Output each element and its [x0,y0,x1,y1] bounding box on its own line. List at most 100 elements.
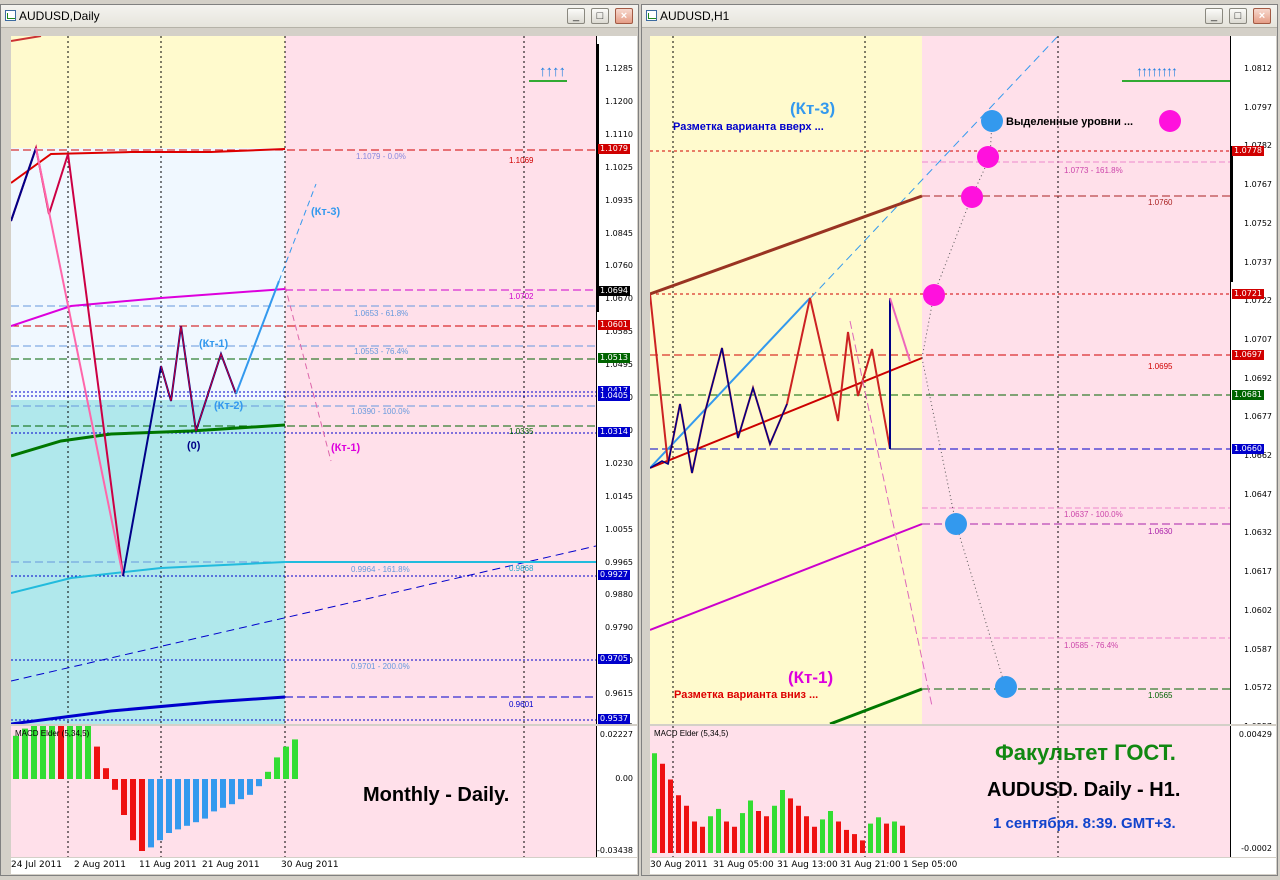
price-axis-label: 1.0692 [1244,373,1272,383]
macd-bar [788,798,793,853]
minimize-button[interactable]: _ [567,8,585,24]
level-label: 1.0630 [1148,527,1173,536]
price-axis-label: 0.9965 [605,557,633,567]
close-button[interactable]: × [1253,8,1271,24]
price-box: 0.9927 [598,570,630,580]
price-axis-label: 1.0662 [1244,451,1272,461]
macd-title: MACD Elder (5,34,5) [15,729,90,738]
price-axis-label: 1.0632 [1244,528,1272,538]
h1-price-plot[interactable]: (Кт-3) Разметка варианта вверх ... Выдел… [650,36,1230,724]
fib-label: 0.9964 - 161.8% [351,565,410,574]
price-box: 0.9705 [598,654,630,664]
macd-bar [274,757,280,779]
macd-bar [121,779,127,815]
chart-window-icon [5,10,16,21]
macd-bar [58,726,64,779]
price-axis-label: 1.0752 [1244,218,1272,228]
minimize-button[interactable]: _ [1205,8,1223,24]
maximize-button[interactable]: □ [591,8,609,24]
down-variant-text: Разметка варианта вниз ... [674,689,819,701]
h1-price-svg [650,36,1230,724]
macd-axis-label: -0.0002 [1241,844,1272,853]
axis-line [596,36,597,724]
macd-bar [157,779,163,841]
level-label: 0.9601 [509,700,534,709]
daily-price-plot[interactable]: (Кт-3) (Кт-1) (Кт-2) (0) (Кт-1) 1.1079 -… [11,36,596,724]
macd-bar [13,735,19,779]
zero-label: (0) [187,440,201,452]
macd-bar [852,834,857,853]
macd-bar [844,829,849,853]
price-axis-label: 1.1200 [605,96,633,106]
price-axis-label: 1.0557 [1244,722,1272,724]
price-axis-label: 1.0670 [605,294,633,304]
fib-label: 1.0390 - 100.0% [351,407,410,416]
price-box: 1.0681 [1232,390,1264,400]
maximize-button[interactable]: □ [1229,8,1247,24]
fib-label: 1.0553 - 76.4% [354,347,409,356]
level-label: 1.0760 [1148,198,1173,207]
arrows-underline [529,80,567,82]
time-axis-label: 2 Aug 2011 [74,860,126,870]
macd-bar [796,805,801,853]
price-axis-label: 1.0782 [1244,141,1272,150]
up-arrows-icon: ↑↑↑↑↑↑↑↑ [1136,63,1178,79]
price-axis-label: 1.1110 [605,129,633,139]
macd-bar [868,823,873,853]
macd-bar [828,811,833,853]
price-box: 1.0601 [598,320,630,330]
h1-price-axis[interactable]: 1.0812 1.0797 1.0782 1.0767 1.0752 1.0737 1.07… [1230,36,1276,724]
macd-bar [76,726,82,779]
macd-bar [812,826,817,853]
price-axis-label: 1.0935 [605,195,633,205]
time-axis-label: 31 Aug 21:00 [840,860,901,870]
macd-bar [692,821,697,853]
daily-chart-window[interactable]: AUDUSD,Daily _ □ × [0,4,639,876]
macd-bar [892,821,897,853]
price-axis-label: 1.0767 [1244,180,1272,190]
macd-bar [756,811,761,853]
daily-time-axis[interactable]: 24 Jul 2011 2 Aug 2011 11 Aug 2011 21 Aug 2… [11,858,637,874]
macd-bar [130,779,136,841]
price-axis-label: 1.0845 [605,228,633,238]
h1-macd-panel[interactable]: MACD Elder (5,34,5) Факультет ГОСТ. AUDU… [650,726,1230,857]
time-axis-label: 11 Aug 2011 [139,860,197,870]
macd-bar [804,816,809,853]
close-button[interactable]: × [615,8,633,24]
macd-bar [652,753,657,853]
pair-caption: AUDUSD. Daily - H1. [987,779,1181,801]
macd-bar [764,816,769,853]
level-label: 1.0335 [509,427,534,436]
price-axis-label: 0.9615 [605,689,633,699]
axis-thick-bar [596,44,599,312]
kt1-pink-label: (Кт-1) [331,442,361,454]
up-variant-text: Разметка варианта вверх ... [673,121,824,133]
time-axis-label: 1 Sep 05:00 [903,860,958,870]
h1-macd-axis: 0.00429 -0.0002 [1230,726,1276,857]
price-axis-label: 1.0145 [605,491,633,501]
kt1-label: (Кт-1) [199,338,229,350]
h1-window-titlebar[interactable]: AUDUSD,H1 _ □ × [642,5,1277,28]
price-axis-label: 1.0677 [1244,412,1272,422]
price-axis-label: 1.0760 [605,261,633,271]
h1-chart-window[interactable]: AUDUSD,H1 _ □ × [641,4,1278,876]
h1-window-title: AUDUSD,H1 [660,9,730,23]
time-axis-label: 24 Jul 2011 [11,860,62,870]
daily-price-axis[interactable]: 1.1285 1.1200 1.1110 1.1025 1.0935 1.0845 1.07… [596,36,637,724]
level-label: 1.0702 [509,292,534,301]
macd-bar [148,779,154,848]
h1-time-axis[interactable]: 30 Aug 2011 31 Aug 05:00 31 Aug 13:00 31 Au… [650,858,1276,874]
price-box: 0.9537 [598,714,630,724]
macd-bar [238,779,244,800]
kt1-label: (Кт-1) [788,668,834,687]
macd-bar [684,805,689,853]
price-box: 1.0405 [598,391,630,401]
price-box: 1.0694 [598,286,630,296]
daily-window-titlebar[interactable]: AUDUSD,Daily _ □ × [1,5,638,28]
level-label: 1.0565 [1148,691,1173,700]
price-box: 1.0660 [1232,444,1264,454]
price-box: 1.0314 [598,427,630,437]
kt3-label: (Кт-3) [311,206,341,218]
daily-macd-panel[interactable]: MACD Elder (5,34,5) Monthly - Daily. [11,726,596,857]
price-box: 1.1079 [598,144,630,154]
